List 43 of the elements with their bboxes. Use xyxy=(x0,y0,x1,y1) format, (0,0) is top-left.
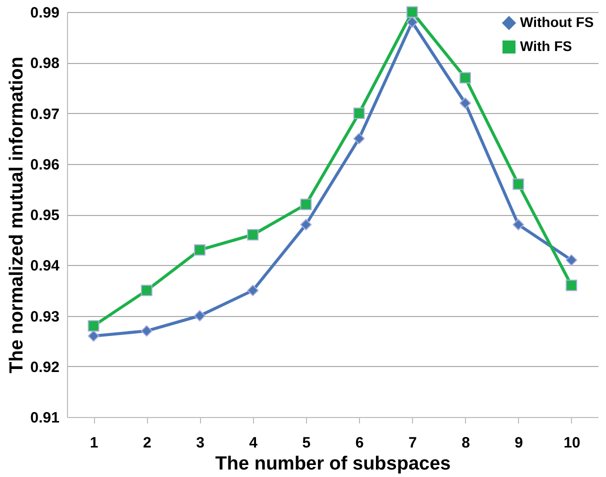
x-tick-label: 6 xyxy=(355,434,364,452)
point xyxy=(566,254,578,266)
x-tick-label: 8 xyxy=(462,434,470,452)
point xyxy=(406,16,418,28)
legend-label: Without FS xyxy=(520,14,594,30)
point xyxy=(300,218,312,230)
point xyxy=(353,108,365,119)
x-tick-label: 7 xyxy=(408,434,417,452)
y-tick-label: 0.96 xyxy=(30,156,60,174)
point xyxy=(460,97,471,109)
point xyxy=(512,218,524,230)
point xyxy=(88,320,100,332)
point xyxy=(194,244,206,256)
x-axis-title: The number of subspaces xyxy=(215,454,451,474)
y-tick-label: 0.97 xyxy=(30,106,60,123)
y-tick-label: 0.98 xyxy=(30,55,60,72)
y-tick-label: 0.91 xyxy=(30,410,60,426)
point xyxy=(300,198,312,210)
point xyxy=(460,72,471,84)
y-tick-label: 0.99 xyxy=(30,4,60,22)
point xyxy=(247,284,259,296)
x-tick-label: 9 xyxy=(514,434,524,452)
point xyxy=(566,280,578,292)
x-tick-label: 4 xyxy=(249,434,258,452)
y-tick-label: 0.93 xyxy=(30,308,60,326)
x-tick-label: 5 xyxy=(302,434,311,452)
point xyxy=(194,310,206,322)
legend-label: With FS xyxy=(520,38,572,54)
point xyxy=(512,178,524,190)
point xyxy=(88,330,100,342)
y-tick-label: 0.94 xyxy=(30,258,60,275)
x-tick-label: 3 xyxy=(196,434,204,452)
point xyxy=(406,6,418,18)
point xyxy=(140,284,152,296)
y-tick-label: 0.95 xyxy=(30,207,60,224)
x-tick-label: 10 xyxy=(564,434,580,452)
y-tick-label: 0.92 xyxy=(30,358,60,376)
y-axis-title: The normalized mutual information xyxy=(6,56,28,374)
x-tick-label: 2 xyxy=(142,434,152,452)
point xyxy=(353,132,365,144)
point xyxy=(247,229,259,240)
point xyxy=(140,325,152,337)
x-tick-label: 1 xyxy=(90,434,98,452)
